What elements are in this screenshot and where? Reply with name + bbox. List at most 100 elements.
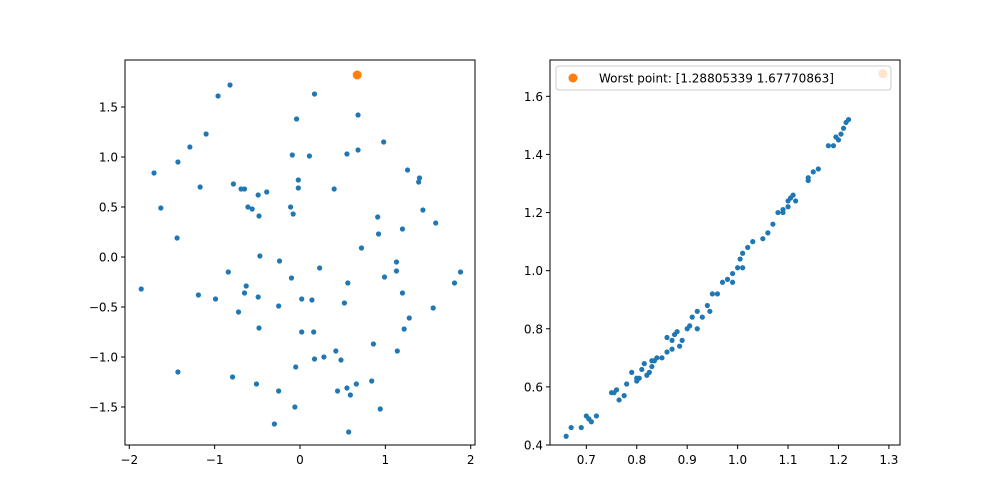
left-data-point — [306, 153, 312, 159]
right-data-point — [830, 143, 837, 149]
left-data-point — [393, 268, 400, 274]
left-data-point — [241, 290, 248, 296]
left-data-point — [203, 131, 209, 137]
right-y-tick-label: 1.4 — [524, 148, 543, 162]
right-data-point — [613, 387, 620, 393]
left-data-point — [375, 231, 382, 237]
right-x-tick-label: 0.9 — [678, 453, 697, 467]
left-data-point — [264, 189, 270, 195]
right-data-point — [634, 375, 640, 381]
left-data-point — [401, 326, 407, 332]
left-data-point — [229, 374, 236, 380]
right-scatter-plot: 0.7 0.8 0.9 1.0 1.1 1.2 1.3 0.4 0.6 0.8 1.0 1.2 1.4… — [524, 59, 901, 467]
right-data-point — [629, 369, 635, 375]
right-data-point — [578, 424, 584, 431]
left-data-point — [457, 269, 464, 275]
left-data-point — [276, 388, 282, 394]
right-data-point — [704, 302, 710, 309]
left-data-point — [243, 283, 249, 289]
left-data-point — [225, 269, 231, 275]
left-data-point — [235, 309, 242, 315]
left-data-point — [255, 294, 261, 300]
right-data-point — [745, 244, 751, 251]
right-data-point — [687, 323, 693, 329]
left-data-point — [174, 235, 180, 241]
right-data-point — [740, 250, 746, 256]
right-data-point — [664, 349, 670, 355]
left-y-tick-label: 1.5 — [99, 101, 118, 115]
left-data-point — [253, 381, 260, 387]
left-data-point — [430, 305, 436, 311]
right-data-point — [649, 363, 655, 370]
left-data-point — [377, 406, 383, 412]
right-data-point — [641, 361, 647, 367]
right-data-point — [593, 413, 600, 419]
right-y-tick-label: 1.6 — [524, 90, 543, 104]
left-data-point — [358, 245, 365, 251]
right-data-point — [719, 279, 726, 285]
right-data-point — [664, 334, 670, 341]
right-y-tick-label: 1.2 — [524, 206, 543, 220]
left-data-point — [299, 329, 305, 335]
right-data-point — [785, 198, 791, 204]
left-data-point — [375, 214, 381, 220]
left-data-point — [311, 329, 317, 335]
left-data-point — [289, 152, 295, 158]
right-x-tick-label: 1.1 — [778, 453, 797, 467]
left-data-point — [334, 388, 341, 394]
left-data-point — [138, 286, 144, 292]
right-data-point — [699, 314, 705, 320]
left-data-point — [416, 179, 422, 185]
right-data-point — [568, 424, 574, 431]
right-data-point — [835, 137, 842, 143]
left-x-tick-label: 0 — [296, 453, 304, 467]
right-data-point — [735, 265, 741, 271]
left-data-point — [295, 177, 301, 183]
left-data-point — [175, 159, 181, 165]
right-data-point — [729, 270, 736, 277]
left-data-point — [433, 220, 439, 226]
right-data-point — [760, 236, 766, 242]
right-x-tick-label: 0.7 — [577, 453, 596, 467]
left-data-point — [416, 175, 423, 181]
left-data-point — [299, 296, 305, 302]
left-data-point — [257, 253, 263, 259]
right-data-point — [825, 143, 831, 149]
left-y-tick-label: 0.5 — [99, 201, 118, 215]
right-x-tick-label: 1.0 — [728, 453, 747, 467]
right-data-point — [805, 175, 811, 181]
right-x-tick-label: 1.3 — [879, 453, 898, 467]
right-data-point — [770, 221, 776, 227]
left-data-point — [393, 259, 400, 265]
left-data-point — [187, 144, 193, 150]
left-data-point — [293, 116, 300, 122]
left-data-point — [245, 204, 251, 210]
right-data-point — [750, 239, 756, 245]
right-data-point — [775, 209, 781, 216]
left-x-tick-label: −2 — [120, 453, 138, 467]
right-data-point — [737, 256, 743, 262]
left-y-tick-label: 1.0 — [99, 151, 118, 165]
right-data-point — [714, 291, 721, 297]
left-data-point — [344, 385, 350, 391]
left-data-point — [346, 429, 352, 435]
left-data-point — [215, 93, 221, 99]
right-data-point — [709, 291, 715, 297]
right-data-point — [707, 308, 713, 314]
left-scatter-plot: −2 −1 0 1 2 −1.5 −1.0 −0.5 0.0 0.5 1.0 1.5 — [89, 59, 476, 467]
right-scatter-points — [563, 69, 888, 439]
left-data-point — [355, 112, 361, 118]
legend-label: Worst point: [1.28805339 1.67770863] — [599, 72, 834, 86]
right-data-point — [669, 337, 675, 343]
right-data-point — [689, 314, 695, 320]
left-x-tick-label: 1 — [382, 453, 390, 467]
left-y-axis: −1.5 −1.0 −0.5 0.0 0.5 1.0 1.5 — [89, 101, 125, 415]
left-plot-frame — [124, 59, 476, 446]
right-y-tick-label: 0.4 — [524, 439, 543, 453]
left-x-tick-label: 2 — [467, 453, 475, 467]
right-data-point — [679, 337, 685, 343]
legend-box — [555, 65, 892, 91]
right-data-point — [694, 326, 700, 332]
right-x-axis: 0.7 0.8 0.9 1.0 1.1 1.2 1.3 — [577, 445, 898, 467]
left-x-axis: −2 −1 0 1 2 — [120, 445, 475, 467]
